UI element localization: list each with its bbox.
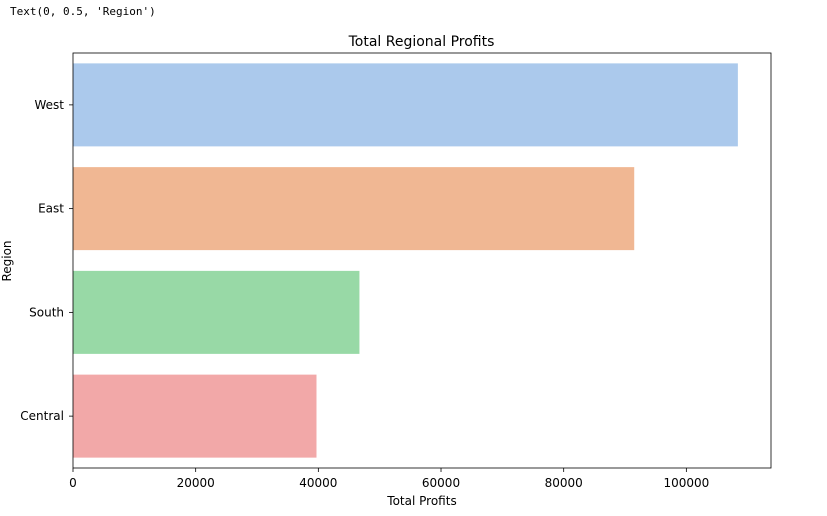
y-tick-label-west: West <box>34 98 64 112</box>
bar-west <box>73 63 738 147</box>
x-tick-label: 20000 <box>177 476 215 490</box>
x-tick-label: 40000 <box>299 476 337 490</box>
x-tick-label: 60000 <box>422 476 460 490</box>
y-tick-label-south: South <box>29 305 64 319</box>
y-ticks: West East South Central <box>20 98 73 423</box>
x-tick-label: 0 <box>69 476 77 490</box>
y-tick-label-east: East <box>38 202 64 216</box>
plot-frame <box>72 52 772 469</box>
chart-title: Total Regional Profits <box>348 34 495 50</box>
x-tick-label: 100000 <box>663 476 709 490</box>
bar-south <box>73 270 360 354</box>
bar-east <box>73 167 635 251</box>
bars-layer <box>73 63 738 458</box>
x-axis-label: Total Profits <box>386 494 456 508</box>
x-ticks: 0 20000 40000 60000 80000 100000 <box>69 468 709 490</box>
y-axis-label: Region <box>0 240 14 281</box>
x-tick-label: 80000 <box>545 476 583 490</box>
y-tick-label-central: Central <box>20 409 64 423</box>
bar-central <box>73 374 317 458</box>
cell-output-text: Text(0, 0.5, 'Region') <box>10 5 156 18</box>
